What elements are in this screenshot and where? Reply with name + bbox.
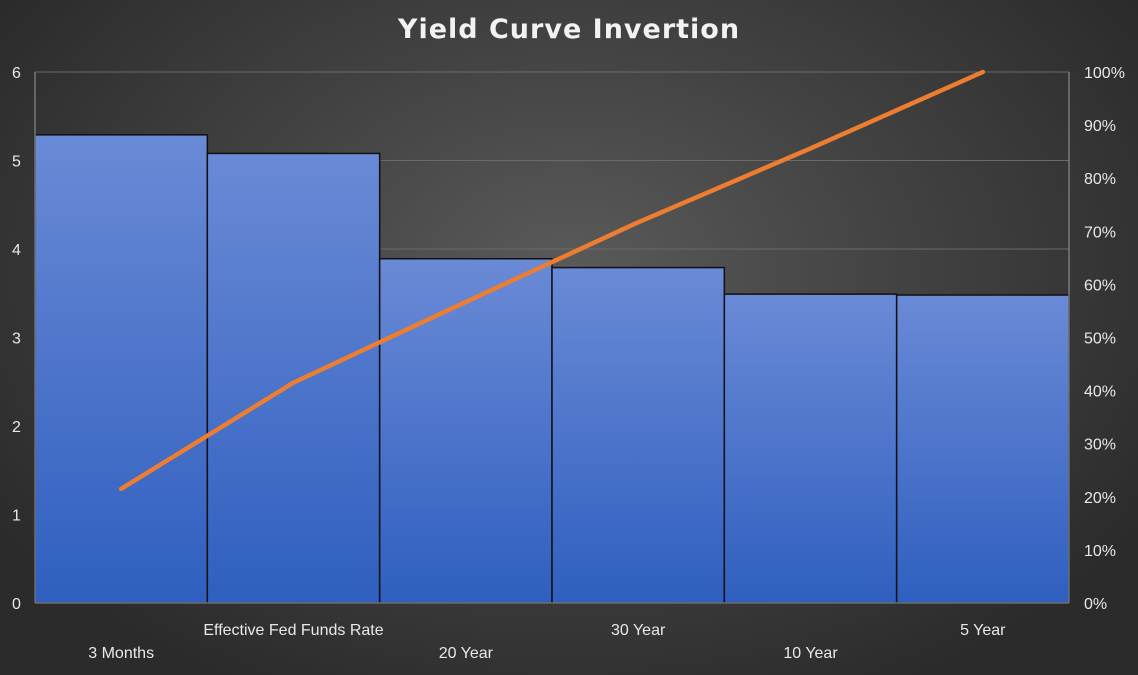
y2-tick-label: 0% [1084, 596, 1107, 613]
x-category-label: Effective Fed Funds Rate [203, 622, 383, 639]
y2-tick-label: 30% [1084, 437, 1116, 454]
y-tick-label: 2 [12, 419, 21, 436]
y-tick-label: 4 [12, 242, 21, 259]
x-category-label: 5 Year [960, 622, 1006, 639]
bars [34, 134, 1070, 604]
y2-tick-label: 40% [1084, 384, 1116, 401]
x-category-label: 20 Year [439, 645, 494, 662]
y2-tick-label: 60% [1084, 277, 1116, 294]
labels: 01234560%10%20%30%40%50%60%70%80%90%100%… [12, 65, 1125, 662]
cumulative-line [118, 69, 986, 492]
cumulative-line-path [118, 69, 986, 492]
y-tick-label: 0 [12, 596, 21, 613]
bar [895, 294, 1070, 604]
x-category-label: 10 Year [783, 645, 838, 662]
bar [34, 134, 209, 604]
y-tick-label: 5 [12, 154, 21, 171]
y2-tick-label: 70% [1084, 224, 1116, 241]
y-tick-label: 6 [12, 65, 21, 82]
bar [378, 257, 553, 604]
x-category-label: 30 Year [611, 622, 666, 639]
y2-tick-label: 50% [1084, 331, 1116, 348]
y2-tick-label: 80% [1084, 171, 1116, 188]
bar [206, 152, 381, 604]
y2-tick-label: 90% [1084, 118, 1116, 135]
y-tick-label: 3 [12, 331, 21, 348]
x-category-label: 3 Months [88, 645, 154, 662]
bar [723, 293, 898, 604]
y2-tick-label: 10% [1084, 543, 1116, 560]
y2-tick-label: 20% [1084, 490, 1116, 507]
chart-title: Yield Curve Invertion [397, 14, 741, 45]
axes [34, 72, 1070, 604]
bar [551, 266, 726, 604]
y2-tick-label: 100% [1084, 65, 1125, 82]
y-tick-label: 1 [12, 508, 21, 525]
